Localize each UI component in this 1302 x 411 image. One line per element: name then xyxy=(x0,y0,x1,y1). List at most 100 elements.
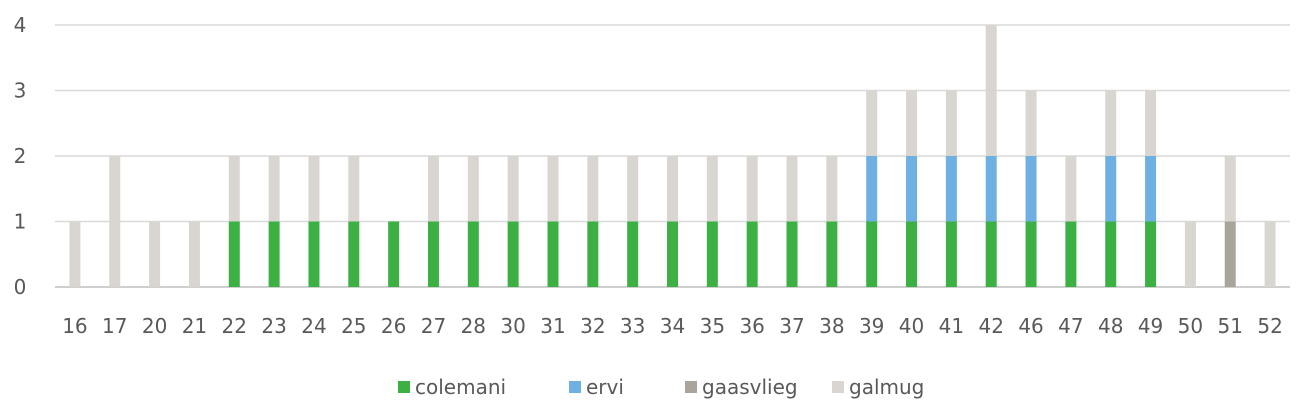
bar-galmug-46 xyxy=(1025,90,1037,156)
x-tick-label: 38 xyxy=(819,314,844,338)
bar-colemani-37 xyxy=(786,221,798,287)
legend-label-colemani: colemani xyxy=(415,375,506,399)
bar-colemani-28 xyxy=(467,221,479,287)
bar-colemani-39 xyxy=(866,221,878,287)
bar-galmug-39 xyxy=(866,90,878,156)
bar-ervi-49 xyxy=(1145,156,1157,222)
x-tick-label: 35 xyxy=(700,314,725,338)
bar-ervi-46 xyxy=(1025,156,1037,222)
bar-colemani-42 xyxy=(985,221,997,287)
x-tick-label: 24 xyxy=(301,314,326,338)
bar-colemani-40 xyxy=(906,221,918,287)
bar-colemani-31 xyxy=(547,221,559,287)
bar-colemani-23 xyxy=(268,221,280,287)
x-tick-label: 37 xyxy=(779,314,804,338)
legend-swatch-gaasvlieg xyxy=(685,381,697,393)
bar-colemani-47 xyxy=(1065,221,1077,287)
x-tick-label: 34 xyxy=(660,314,685,338)
bar-colemani-35 xyxy=(706,221,718,287)
bar-colemani-46 xyxy=(1025,221,1037,287)
bar-galmug-40 xyxy=(906,90,918,156)
bar-colemani-27 xyxy=(427,221,439,287)
bar-ervi-40 xyxy=(906,156,918,222)
bar-galmug-21 xyxy=(188,221,200,287)
bar-gaasvlieg-51 xyxy=(1224,221,1236,287)
x-tick-label: 17 xyxy=(102,314,127,338)
legend-label-gaasvlieg: gaasvlieg xyxy=(702,375,798,399)
bar-colemani-41 xyxy=(945,221,957,287)
y-tick-label: 3 xyxy=(14,79,27,103)
bar-galmug-42 xyxy=(985,25,997,156)
bar-galmug-50 xyxy=(1184,221,1196,287)
bar-ervi-42 xyxy=(985,156,997,222)
y-tick-label: 2 xyxy=(14,144,27,168)
y-tick-label: 1 xyxy=(14,210,27,234)
x-tick-label: 39 xyxy=(859,314,884,338)
bar-colemani-24 xyxy=(308,221,320,287)
x-axis-ticks: 16 17 20 21 22 23 24 25 26 27 28 30 31 32 33 34 35 36 37 38… xyxy=(62,314,1283,338)
x-tick-label: 16 xyxy=(62,314,87,338)
bar-galmug-52 xyxy=(1264,221,1276,287)
bar-colemani-22 xyxy=(228,221,240,287)
x-tick-label: 42 xyxy=(978,314,1003,338)
x-tick-label: 20 xyxy=(142,314,167,338)
bar-galmug-16 xyxy=(69,221,81,287)
bar-colemani-36 xyxy=(746,221,758,287)
x-tick-label: 46 xyxy=(1018,314,1043,338)
x-tick-label: 31 xyxy=(540,314,565,338)
legend-swatch-ervi xyxy=(569,381,581,393)
x-tick-label: 21 xyxy=(182,314,207,338)
x-tick-label: 47 xyxy=(1058,314,1083,338)
x-tick-label: 40 xyxy=(899,314,924,338)
y-axis-ticks: 0 1 2 3 4 xyxy=(14,13,27,299)
bar-ervi-41 xyxy=(945,156,957,222)
bar-galmug-31 xyxy=(547,156,559,222)
x-tick-label: 25 xyxy=(341,314,366,338)
x-tick-label: 22 xyxy=(222,314,247,338)
bar-galmug-17 xyxy=(109,156,121,287)
legend-label-ervi: ervi xyxy=(586,375,624,399)
bar-galmug-30 xyxy=(507,156,519,222)
x-tick-label: 33 xyxy=(620,314,645,338)
bar-colemani-38 xyxy=(826,221,838,287)
x-tick-label: 41 xyxy=(939,314,964,338)
bar-galmug-38 xyxy=(826,156,838,222)
bar-galmug-32 xyxy=(587,156,599,222)
bar-galmug-49 xyxy=(1145,90,1157,156)
bar-colemani-49 xyxy=(1145,221,1157,287)
bar-galmug-25 xyxy=(348,156,360,222)
bar-galmug-23 xyxy=(268,156,280,222)
bar-galmug-47 xyxy=(1065,156,1077,222)
bar-galmug-27 xyxy=(427,156,439,222)
x-tick-label: 26 xyxy=(381,314,406,338)
x-tick-label: 32 xyxy=(580,314,605,338)
x-tick-label: 48 xyxy=(1098,314,1123,338)
x-tick-label: 28 xyxy=(461,314,486,338)
x-tick-label: 30 xyxy=(500,314,525,338)
legend-label-galmug: galmug xyxy=(849,375,924,399)
bar-galmug-28 xyxy=(467,156,479,222)
x-tick-label: 50 xyxy=(1178,314,1203,338)
x-tick-label: 27 xyxy=(421,314,446,338)
legend-swatch-galmug xyxy=(832,381,844,393)
bar-galmug-20 xyxy=(149,221,161,287)
legend-swatch-colemani xyxy=(398,381,410,393)
bar-galmug-48 xyxy=(1105,90,1117,156)
x-tick-label: 49 xyxy=(1138,314,1163,338)
y-tick-label: 4 xyxy=(14,13,27,37)
bar-galmug-34 xyxy=(667,156,678,222)
bar-colemani-26 xyxy=(388,221,400,287)
x-tick-label: 52 xyxy=(1257,314,1282,338)
bar-galmug-36 xyxy=(746,156,758,222)
bar-colemani-48 xyxy=(1105,221,1117,287)
bar-galmug-37 xyxy=(786,156,798,222)
bar-galmug-41 xyxy=(945,90,957,156)
bar-ervi-48 xyxy=(1105,156,1117,222)
x-tick-label: 36 xyxy=(739,314,764,338)
bar-galmug-33 xyxy=(627,156,639,222)
bars xyxy=(69,25,1276,287)
bar-colemani-34 xyxy=(667,221,678,287)
bar-galmug-24 xyxy=(308,156,320,222)
bar-colemani-33 xyxy=(627,221,639,287)
